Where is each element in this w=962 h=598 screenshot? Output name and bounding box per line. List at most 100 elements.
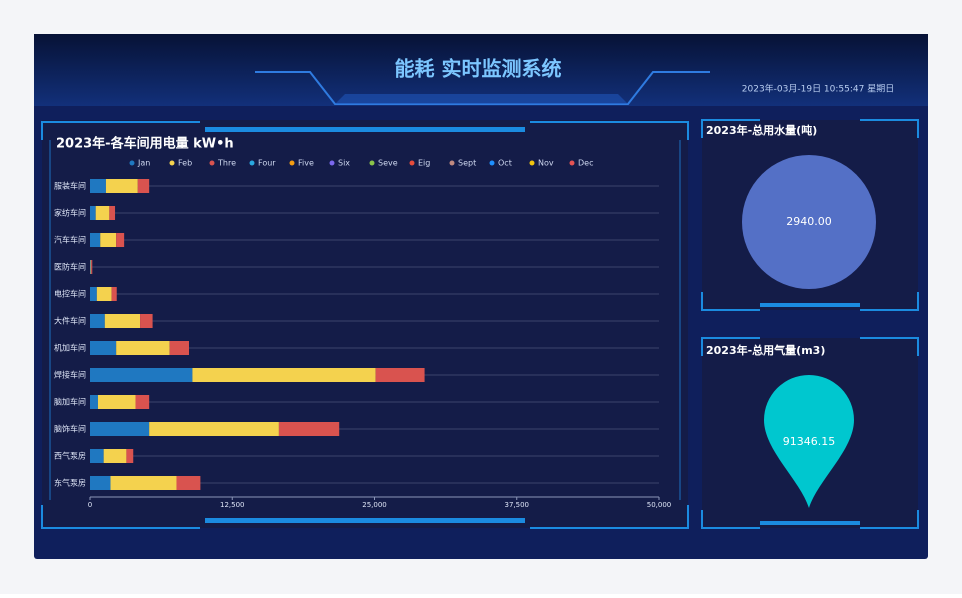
bar-segment xyxy=(90,233,101,247)
bar-segment xyxy=(90,422,150,436)
y-tick-label: 东气泵房 xyxy=(54,478,86,488)
bar-segment xyxy=(110,476,177,490)
legend-marker xyxy=(209,160,215,166)
bar-segment xyxy=(104,314,141,328)
x-tick-label: 37,500 xyxy=(505,501,530,509)
bar-segment xyxy=(90,314,105,328)
legend-label: Six xyxy=(338,159,350,168)
panel-frame xyxy=(49,140,681,500)
legend-marker xyxy=(569,160,575,166)
bar-segment xyxy=(116,341,170,355)
bar-segment xyxy=(91,260,93,274)
x-tick-label: 0 xyxy=(88,501,92,509)
bar-segment xyxy=(105,179,138,193)
bar-segment xyxy=(90,476,111,490)
bar-segment xyxy=(96,287,112,301)
bar-segment xyxy=(90,206,96,220)
x-tick-label: 25,000 xyxy=(362,501,387,509)
bar-segment xyxy=(97,395,136,409)
bar-segment xyxy=(95,206,110,220)
y-tick-label: 汽车车间 xyxy=(54,235,86,245)
water-circle xyxy=(742,155,876,289)
y-tick-label: 大件车间 xyxy=(54,316,86,326)
panel-ornament xyxy=(205,127,525,132)
bar-segment xyxy=(169,341,190,355)
legend-marker xyxy=(409,160,415,166)
panel-ornament xyxy=(205,518,525,523)
legend-marker xyxy=(169,160,175,166)
panel-title: 2023年-总用气量(m3) xyxy=(706,343,825,357)
header-ornament xyxy=(335,94,628,104)
legend-marker xyxy=(529,160,535,166)
x-tick-label: 50,000 xyxy=(647,501,672,509)
legend-label: Thre xyxy=(217,159,236,168)
gas-chart: 91346.15 xyxy=(764,375,854,508)
legend-label: Eig xyxy=(418,159,430,168)
y-tick-label: 家纺车间 xyxy=(54,208,86,218)
bar-segment xyxy=(90,179,106,193)
y-tick-label: 服装车间 xyxy=(54,181,86,191)
bar-segment xyxy=(100,233,117,247)
bar-segment xyxy=(90,395,98,409)
chart-title: 2023年-各车间用电量 kW•h xyxy=(56,136,234,152)
legend-label: Dec xyxy=(578,159,593,168)
bar-segment xyxy=(90,287,97,301)
legend-label: Sept xyxy=(458,159,476,168)
header-title: 能耗 实时监测系统 xyxy=(395,57,562,81)
legend-label: Jan xyxy=(137,159,150,168)
bar-segment xyxy=(278,422,340,436)
bar-segment xyxy=(90,449,104,463)
bar-segment xyxy=(375,368,425,382)
bar-segment xyxy=(116,233,125,247)
bar-segment xyxy=(90,260,91,274)
legend-marker xyxy=(489,160,495,166)
value-label: 91346.15 xyxy=(783,435,836,448)
value-label: 2940.00 xyxy=(786,215,832,228)
y-tick-label: 脑饰车间 xyxy=(54,424,86,434)
y-tick-label: 西气泵房 xyxy=(54,451,86,461)
bar-segment xyxy=(103,449,127,463)
bar-segment xyxy=(90,368,193,382)
legend-label: Five xyxy=(298,159,314,168)
legend-label: Oct xyxy=(498,159,512,168)
legend-label: Four xyxy=(258,159,276,168)
bar-segment xyxy=(137,179,150,193)
panel-ornament xyxy=(760,521,860,525)
y-tick-label: 焊接车间 xyxy=(54,370,86,380)
legend-label: Feb xyxy=(178,159,192,168)
bar-chart: Jan Feb Thre Four Five Six Seve Eig Sept Oct Nov De… xyxy=(54,159,671,510)
panel-frame xyxy=(701,337,919,529)
legend-marker xyxy=(129,160,135,166)
legend-marker xyxy=(449,160,455,166)
panel-title: 2023年-总用水量(吨) xyxy=(706,123,817,137)
legend-marker xyxy=(329,160,335,166)
legend-label: Nov xyxy=(538,159,554,168)
bar-segment xyxy=(111,287,117,301)
panel-frame xyxy=(41,121,689,529)
x-tick-label: 12,500 xyxy=(220,501,245,509)
legend-marker xyxy=(369,160,375,166)
bar-segment xyxy=(140,314,153,328)
y-tick-label: 机加车间 xyxy=(54,343,86,353)
bar-segment xyxy=(90,260,92,274)
panel-ornament xyxy=(760,303,860,307)
water-chart: 2940.00 xyxy=(742,155,876,289)
legend-label: Seve xyxy=(378,159,398,168)
bar-segment xyxy=(135,395,150,409)
bar-segment xyxy=(126,449,134,463)
y-tick-label: 电控车间 xyxy=(54,289,86,299)
bar-segment xyxy=(109,206,116,220)
legend-marker xyxy=(289,160,295,166)
y-tick-label: 脑加车间 xyxy=(54,397,86,407)
legend-marker xyxy=(249,160,255,166)
y-tick-label: 医防车间 xyxy=(54,262,86,272)
bar-segment xyxy=(176,476,201,490)
header-datetime: 2023年-03月-19日 10:55:47 星期日 xyxy=(742,83,894,95)
panel-frame xyxy=(701,119,919,311)
bar-segment xyxy=(149,422,279,436)
gas-pin xyxy=(764,375,854,508)
bar-segment xyxy=(192,368,376,382)
bar-segment xyxy=(90,341,117,355)
